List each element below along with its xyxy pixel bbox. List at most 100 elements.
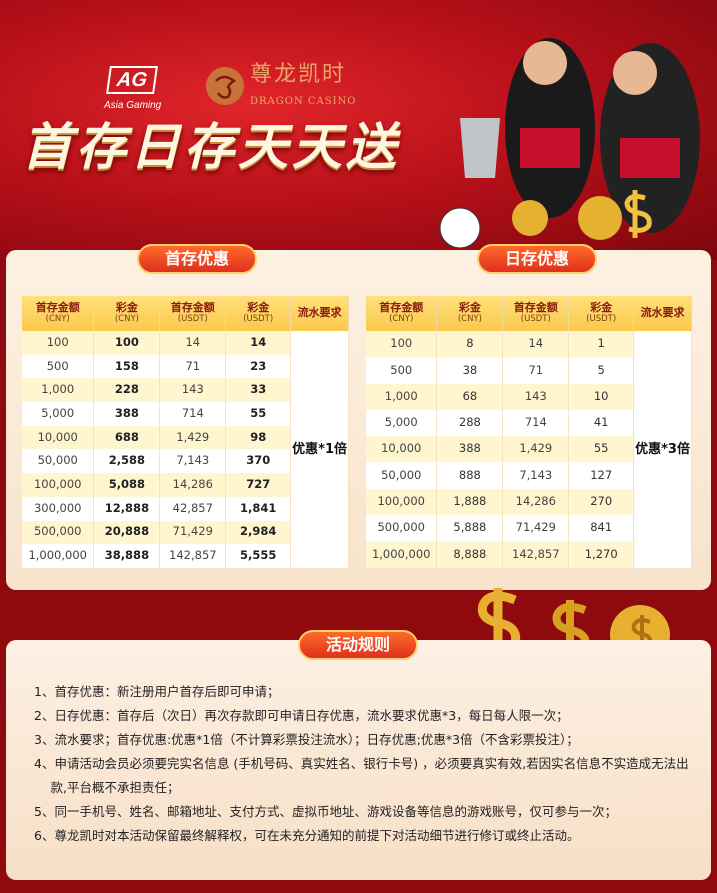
- column-header: 流水要求: [633, 296, 692, 331]
- header-label: 首存金额: [513, 301, 558, 315]
- table-row: 100,000 1,888 14,286 270: [366, 488, 692, 516]
- table-cell: 14,286: [502, 488, 570, 516]
- header-unit: (USDT): [177, 313, 208, 324]
- table-cell: 714: [502, 409, 570, 437]
- table-cell: 12,888: [93, 496, 161, 521]
- table-cell: 55: [225, 402, 292, 426]
- table-cell: 688: [93, 425, 161, 450]
- table-row: 100,000 5,088 14,286 727: [22, 473, 349, 497]
- table-cell: 714: [159, 402, 227, 426]
- headline: 首存日存天天送: [22, 118, 400, 176]
- table-cell: 14: [225, 331, 292, 355]
- header-unit: (CNY): [45, 313, 70, 324]
- table-cell: 8: [436, 331, 504, 358]
- table-row: 100 8 14 1 优惠*3倍: [366, 331, 692, 568]
- table-cell: 10,000: [366, 436, 438, 463]
- table-cell: 14: [502, 331, 570, 358]
- table-cell: 5,888: [436, 515, 504, 542]
- table-cell: 727: [225, 473, 292, 497]
- table-header: 首存金额 (CNY) 彩金 (CNY) 首存金额 (USDT) 彩金 (USDT) 流水要求: [366, 296, 692, 331]
- daily-deposit-table: 首存金额 (CNY) 彩金 (CNY) 首存金额 (USDT) 彩金 (USDT) 流水要求 10…: [366, 296, 692, 568]
- table-cell: 20,888: [93, 520, 161, 545]
- table-cell: 388: [436, 436, 504, 463]
- rule-line: 6、尊龙凯时对本活动保留最终解释权，可在未充分通知的前提下对活动细节进行修订或终…: [34, 828, 580, 843]
- table-cell: 5: [568, 357, 635, 384]
- table-cell: 1,429: [502, 436, 570, 463]
- table-cell: 14: [159, 331, 227, 355]
- table-cell: 228: [93, 378, 161, 403]
- first-deposit-table: 首存金额 (CNY) 彩金 (CNY) 首存金额 (USDT) 彩金 (USDT) 流水要求 10…: [22, 296, 349, 568]
- table-cell: 38,888: [93, 544, 161, 568]
- table-cell: 8,888: [436, 541, 504, 568]
- column-header: 彩金 (USDT): [568, 296, 635, 331]
- table-cell: 841: [568, 515, 635, 542]
- table-cell: 143: [159, 378, 227, 403]
- table-row: 5,000 288 714 41: [366, 409, 692, 437]
- daily-deposit-tab: 日存优惠: [477, 244, 597, 274]
- table-cell: 23: [225, 354, 292, 379]
- column-header: 首存金额 (CNY): [22, 296, 95, 331]
- column-header: 首存金额 (USDT): [502, 296, 570, 331]
- table-cell: 127: [568, 462, 635, 489]
- table-cell: 5,000: [22, 402, 95, 426]
- brand-name: 尊龙凯时: [250, 62, 347, 87]
- table-row: 500 158 71 23: [22, 354, 349, 379]
- table-cell: 500: [22, 354, 95, 379]
- table-row: 5,000 388 714 55: [22, 402, 349, 426]
- table-cell: 55: [568, 436, 635, 463]
- table-cell: 1,000,000: [22, 544, 95, 568]
- table-cell: 33: [225, 378, 292, 403]
- table-cell: 5,088: [93, 473, 161, 497]
- hero-banner: AG Asia Gaming 尊龙凯时 DRAGON CASINO 首存日存天天…: [0, 0, 717, 260]
- table-row: 300,000 12,888 42,857 1,841: [22, 496, 349, 521]
- table-header: 首存金额 (CNY) 彩金 (CNY) 首存金额 (USDT) 彩金 (USDT) 流水要求: [22, 296, 349, 331]
- table-cell: 100: [366, 331, 438, 358]
- header-unit: (CNY): [457, 313, 482, 324]
- table-row: 50,000 2,588 7,143 370: [22, 449, 349, 474]
- table-cell: 142,857: [159, 544, 227, 568]
- dragon-logo-icon: [206, 67, 244, 105]
- table-cell: 38: [436, 357, 504, 384]
- table-cell: 388: [93, 402, 161, 426]
- header-unit: (CNY): [389, 313, 414, 324]
- header-label: 彩金: [590, 301, 613, 315]
- column-header: 彩金 (USDT): [225, 296, 292, 331]
- table-cell: 7,143: [502, 462, 570, 489]
- table-row: 1,000,000 8,888 142,857 1,270: [366, 541, 692, 568]
- ag-logo: AG: [106, 66, 158, 94]
- table-cell: 2,588: [93, 449, 161, 474]
- header-label: 彩金: [458, 301, 481, 315]
- table-cell: 2,984: [225, 520, 292, 545]
- table-row: 500,000 5,888 71,429 841: [366, 515, 692, 542]
- column-header: 彩金 (CNY): [93, 296, 161, 331]
- table-cell: 1: [568, 331, 635, 358]
- table-row: 500,000 20,888 71,429 2,984: [22, 520, 349, 545]
- rules-panel: [6, 640, 711, 880]
- header-label: 彩金: [115, 301, 138, 315]
- table-cell: 71,429: [502, 515, 570, 542]
- ag-logo-subtitle: Asia Gaming: [104, 100, 162, 111]
- table-cell: 1,841: [225, 496, 292, 521]
- header-label: 首存金额: [170, 301, 215, 315]
- table-cell: 1,429: [159, 425, 227, 450]
- rules-title: 活动规则: [298, 630, 418, 660]
- header-unit: (USDT): [586, 313, 617, 324]
- rule-line: 2、日存优惠：首存后（次日）再次存款即可申请日存优惠，流水要求优惠*3，每日每人…: [34, 708, 569, 723]
- table-cell: 370: [225, 449, 292, 474]
- header-unit: (CNY): [114, 313, 139, 324]
- table-row: 50,000 888 7,143 127: [366, 462, 692, 489]
- table-cell: 270: [568, 488, 635, 516]
- rule-line: 5、同一手机号、姓名、邮箱地址、支付方式、虚拟币地址、游戏设备等信息的游戏账号，…: [34, 804, 617, 819]
- table-cell: 10: [568, 383, 635, 410]
- table-cell: 50,000: [366, 462, 438, 489]
- table-row: 10,000 388 1,429 55: [366, 436, 692, 463]
- table-row: 10,000 688 1,429 98: [22, 425, 349, 450]
- table-cell: 1,000,000: [366, 541, 438, 568]
- table-cell: 1,000: [366, 383, 438, 410]
- table-cell: 42,857: [159, 496, 227, 521]
- table-row: 1,000 68 143 10: [366, 383, 692, 410]
- rule-line: 4、申请活动会员必须要完实名信息 (手机号码、真实姓名、银行卡号) ，必须要真实…: [34, 756, 689, 771]
- header-unit: (USDT): [243, 313, 274, 324]
- table-cell: 41: [568, 409, 635, 437]
- table-cell: 100,000: [22, 473, 95, 497]
